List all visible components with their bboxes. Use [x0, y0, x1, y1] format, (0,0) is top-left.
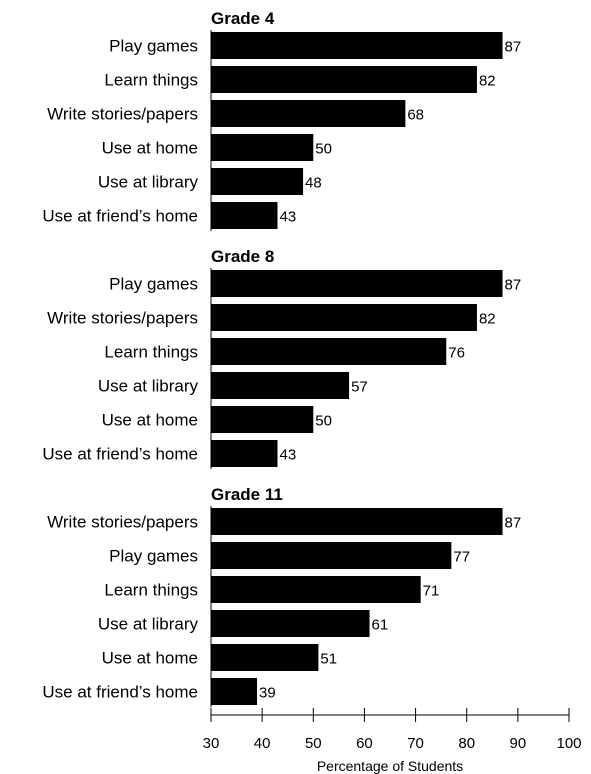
value-label: 87 [505, 515, 522, 532]
bar [211, 542, 452, 569]
category-label: Use at home [102, 139, 198, 158]
category-label: Use at library [98, 377, 199, 396]
panel-title: Grade 4 [211, 9, 275, 28]
panel-title: Grade 8 [211, 247, 274, 266]
bar [211, 66, 477, 93]
x-tick-label: 50 [305, 735, 322, 752]
value-label: 87 [505, 39, 522, 56]
category-label: Write stories/papers [47, 309, 198, 328]
value-label: 87 [505, 277, 522, 294]
value-label: 43 [279, 209, 296, 226]
value-label: 76 [448, 345, 465, 362]
value-label: 51 [320, 651, 337, 668]
bar [211, 202, 278, 229]
bar [211, 508, 503, 535]
category-label: Play games [109, 275, 198, 294]
x-axis: 30 40 50 60 70 80 90 100 Percentage of Students [203, 708, 582, 774]
x-axis-title: Percentage of Students [317, 758, 463, 774]
bar [211, 168, 304, 195]
chart-panels: Grade 4 Play games 87 Learn things 82 Write s… [42, 9, 521, 707]
value-label: 50 [315, 141, 332, 158]
category-label: Play games [109, 37, 198, 56]
category-label: Use at library [98, 615, 199, 634]
bar [211, 644, 319, 671]
x-tick-label: 60 [356, 735, 373, 752]
category-label: Play games [109, 547, 198, 566]
bar [211, 270, 503, 297]
panel-grade-8: Grade 8 Play games 87 Write stories/papers 8… [42, 247, 521, 469]
x-tick-label: 80 [458, 735, 475, 752]
category-label: Use at library [98, 173, 199, 192]
bar [211, 338, 447, 365]
category-label: Use at friend’s home [42, 683, 198, 702]
category-label: Write stories/papers [47, 513, 198, 532]
value-label: 82 [479, 73, 496, 90]
x-tick-label: 40 [254, 735, 271, 752]
category-label: Learn things [104, 71, 198, 90]
value-label: 43 [279, 447, 296, 464]
value-label: 61 [372, 617, 389, 634]
value-label: 77 [453, 549, 470, 566]
panel-title: Grade 11 [211, 485, 283, 504]
category-label: Use at home [102, 411, 198, 430]
bar [211, 32, 503, 59]
value-label: 82 [479, 311, 496, 328]
x-axis-ticks: 30 40 50 60 70 80 90 100 [203, 708, 582, 752]
panel-grade-4: Grade 4 Play games 87 Learn things 82 Write s… [42, 9, 521, 231]
x-tick-label: 100 [556, 735, 581, 752]
value-label: 71 [423, 583, 440, 600]
value-label: 57 [351, 379, 368, 396]
category-label: Learn things [104, 581, 198, 600]
category-label: Learn things [104, 343, 198, 362]
bar [211, 576, 421, 603]
bar [211, 678, 258, 705]
bar [211, 406, 314, 433]
category-label: Write stories/papers [47, 105, 198, 124]
category-label: Use at friend’s home [42, 445, 198, 464]
bar [211, 304, 477, 331]
x-tick-label: 30 [203, 735, 220, 752]
x-tick-label: 90 [510, 735, 527, 752]
bar [211, 372, 350, 399]
category-label: Use at friend’s home [42, 207, 198, 226]
bar [211, 610, 370, 637]
bar [211, 134, 314, 161]
bar [211, 100, 406, 127]
bar [211, 440, 278, 467]
category-label: Use at home [102, 649, 198, 668]
value-label: 39 [259, 685, 276, 702]
value-label: 50 [315, 413, 332, 430]
value-label: 48 [305, 175, 322, 192]
panel-grade-11: Grade 11 Write stories/papers 87 Play games… [42, 485, 521, 707]
value-label: 68 [407, 107, 424, 124]
x-tick-label: 70 [407, 735, 424, 752]
